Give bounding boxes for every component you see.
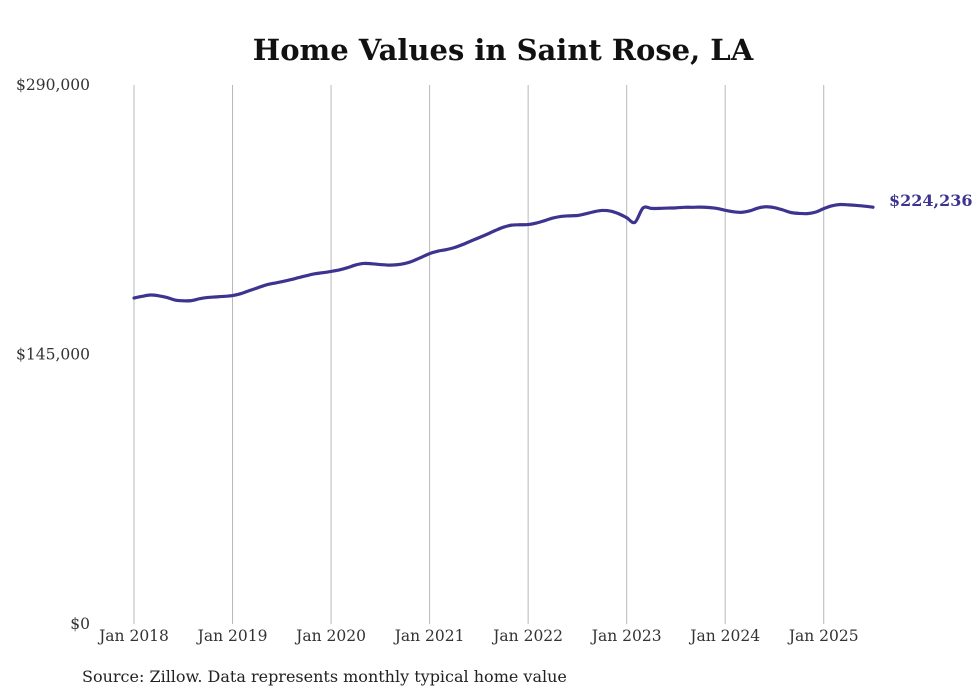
y-tick-label: $145,000 — [16, 346, 90, 364]
x-tick-label: Jan 2023 — [590, 627, 662, 645]
x-tick-label: Jan 2019 — [196, 627, 268, 645]
x-tick-label: Jan 2021 — [393, 627, 465, 645]
x-tick-label: Jan 2018 — [97, 627, 169, 645]
source-note: Source: Zillow. Data represents monthly … — [82, 667, 567, 686]
end-value-label: $224,236 — [889, 191, 973, 210]
x-tick-label: Jan 2024 — [688, 627, 760, 645]
y-tick-label: $0 — [70, 615, 90, 633]
x-tick-label: Jan 2020 — [294, 627, 366, 645]
x-tick-label: Jan 2022 — [491, 627, 563, 645]
y-tick-label: $290,000 — [16, 76, 90, 94]
chart-title: Home Values in Saint Rose, LA — [253, 33, 754, 67]
x-tick-label: Jan 2025 — [787, 627, 859, 645]
series-line — [132, 202, 875, 303]
